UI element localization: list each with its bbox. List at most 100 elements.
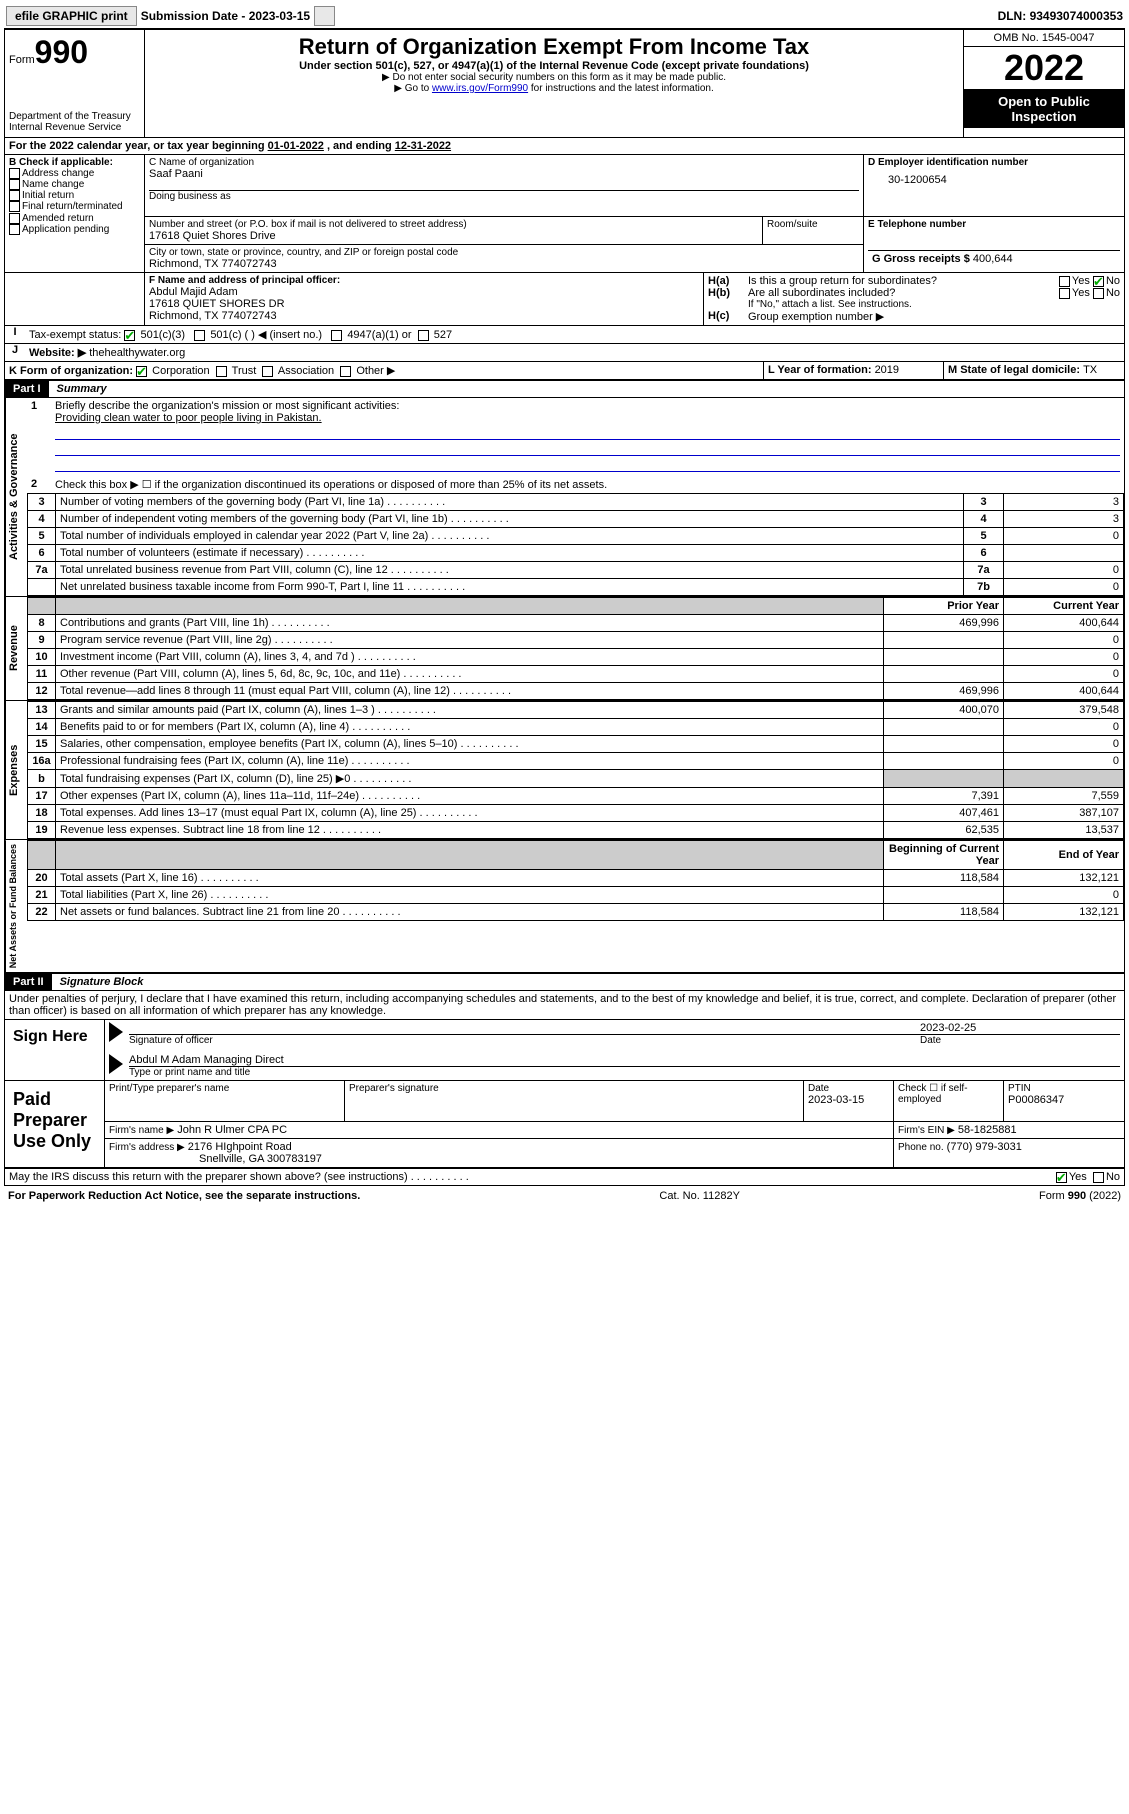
ptin: P00086347	[1008, 1094, 1120, 1106]
table-row: 13Grants and similar amounts paid (Part …	[28, 702, 1124, 719]
rev-table: Prior YearCurrent Year 8Contributions an…	[27, 597, 1124, 700]
street-address: 17618 Quiet Shores Drive	[149, 230, 758, 242]
table-row: 20Total assets (Part X, line 16)118,5841…	[28, 870, 1124, 887]
addr-label: Number and street (or P.O. box if mail i…	[149, 219, 758, 230]
part1-title: Summary	[49, 381, 115, 397]
ha-label: Is this a group return for subordinates?	[748, 275, 1059, 287]
chk-other[interactable]	[340, 366, 351, 377]
table-row: 15Salaries, other compensation, employee…	[28, 736, 1124, 753]
hb-yes[interactable]	[1059, 288, 1070, 299]
section-c-label: C Name of organization	[149, 157, 859, 168]
chk-address-change[interactable]: Address change	[9, 168, 140, 179]
exp-table: 13Grants and similar amounts paid (Part …	[27, 701, 1124, 839]
form-header: Form990 Department of the Treasury Inter…	[4, 29, 1125, 138]
gov-table: 3Number of voting members of the governi…	[27, 493, 1124, 596]
part2-header-row: Part II Signature Block	[4, 973, 1125, 991]
vlabel-netassets: Net Assets or Fund Balances	[5, 840, 27, 972]
type-name-label: Type or print name and title	[129, 1067, 1120, 1078]
note-goto: ▶ Go to www.irs.gov/Form990 for instruct…	[153, 83, 955, 94]
table-row: 3Number of voting members of the governi…	[28, 494, 1124, 511]
city-state-zip: Richmond, TX 774072743	[149, 258, 859, 270]
officer-printed: Abdul M Adam Managing Direct	[129, 1054, 1120, 1067]
section-d-label: D Employer identification number	[868, 157, 1120, 168]
sign-here: Sign Here	[5, 1020, 105, 1080]
prep-name-label: Print/Type preparer's name	[109, 1083, 340, 1094]
line-klm: K Form of organization: Corporation Trus…	[4, 362, 1125, 380]
chk-corp[interactable]	[136, 366, 147, 377]
room-label: Room/suite	[767, 219, 859, 230]
form-subtitle: Under section 501(c), 527, or 4947(a)(1)…	[153, 60, 955, 72]
city-label: City or town, state or province, country…	[149, 247, 859, 258]
table-row: 16aProfessional fundraising fees (Part I…	[28, 753, 1124, 770]
section-fh: F Name and address of principal officer:…	[4, 273, 1125, 326]
table-row: 12Total revenue—add lines 8 through 11 (…	[28, 683, 1124, 700]
open-public: Open to Public Inspection	[964, 90, 1124, 128]
may-irs-no[interactable]	[1093, 1172, 1104, 1183]
year-formation: L Year of formation: 2019	[764, 362, 944, 379]
prep-sig-label: Preparer's signature	[349, 1083, 799, 1094]
note-ssn: ▶ Do not enter social security numbers o…	[153, 72, 955, 83]
paid-preparer: Paid Preparer Use Only	[5, 1081, 105, 1167]
table-row: Net unrelated business taxable income fr…	[28, 579, 1124, 596]
prep-date-label: Date	[808, 1083, 889, 1094]
chk-initial-return[interactable]: Initial return	[9, 190, 140, 201]
table-row: 18Total expenses. Add lines 13–17 (must …	[28, 805, 1124, 822]
ha-yes[interactable]	[1059, 276, 1070, 287]
officer-addr1: 17618 QUIET SHORES DR	[149, 298, 699, 310]
footer-mid: Cat. No. 11282Y	[659, 1190, 740, 1202]
officer-addr2: Richmond, TX 774072743	[149, 310, 699, 322]
vlabel-expenses: Expenses	[5, 701, 27, 839]
submission-dropdown[interactable]	[314, 6, 335, 26]
table-row: 6Total number of volunteers (estimate if…	[28, 545, 1124, 562]
section-e-label: E Telephone number	[868, 219, 1120, 251]
part1-header-row: Part I Summary	[4, 380, 1125, 398]
firm-name: John R Ulmer CPA PC	[177, 1124, 287, 1136]
may-irs-yes[interactable]	[1056, 1172, 1067, 1183]
omb-number: OMB No. 1545-0047	[964, 30, 1124, 47]
table-row: 21Total liabilities (Part X, line 26)0	[28, 887, 1124, 904]
chk-4947[interactable]	[331, 330, 342, 341]
part2-header: Part II	[5, 974, 52, 990]
line-i: I Tax-exempt status: 501(c)(3) 501(c) ( …	[4, 326, 1125, 344]
firm-addr2: Snellville, GA 300783197	[109, 1153, 322, 1165]
chk-501c[interactable]	[194, 330, 205, 341]
part2-title: Signature Block	[52, 974, 152, 990]
footer-left: For Paperwork Reduction Act Notice, see …	[8, 1190, 360, 1202]
section-f-label: F Name and address of principal officer:	[149, 275, 699, 286]
chk-amended[interactable]: Amended return	[9, 213, 140, 224]
chk-final-return[interactable]: Final return/terminated	[9, 201, 140, 212]
irs-link[interactable]: www.irs.gov/Form990	[432, 83, 528, 94]
efile-print-button[interactable]: efile GRAPHIC print	[6, 6, 137, 26]
website: thehealthywater.org	[89, 347, 185, 359]
arrow-icon	[109, 1022, 123, 1042]
table-row: 7aTotal unrelated business revenue from …	[28, 562, 1124, 579]
section-b-label: B Check if applicable:	[9, 157, 140, 168]
hb-no[interactable]	[1093, 288, 1104, 299]
ha-no[interactable]	[1093, 276, 1104, 287]
vlabel-revenue: Revenue	[5, 597, 27, 700]
ptin-label: PTIN	[1008, 1083, 1120, 1094]
chk-501c3[interactable]	[124, 330, 135, 341]
arrow-icon	[109, 1054, 123, 1074]
table-row: 14Benefits paid to or for members (Part …	[28, 719, 1124, 736]
q1: Briefly describe the organization's miss…	[55, 400, 399, 412]
dba-label: Doing business as	[149, 190, 859, 202]
officer-name: Abdul Majid Adam	[149, 286, 699, 298]
table-row: 11Other revenue (Part VIII, column (A), …	[28, 666, 1124, 683]
table-row: bTotal fundraising expenses (Part IX, co…	[28, 770, 1124, 788]
footer: For Paperwork Reduction Act Notice, see …	[4, 1186, 1125, 1206]
firm-ein: 58-1825881	[958, 1124, 1017, 1136]
chk-assoc[interactable]	[262, 366, 273, 377]
irs: Internal Revenue Service	[9, 122, 140, 133]
hb-label: Are all subordinates included?	[748, 287, 1059, 299]
gross-receipts: G Gross receipts $ 400,644	[868, 251, 1120, 267]
mission: Providing clean water to poor people liv…	[55, 412, 322, 424]
chk-527[interactable]	[418, 330, 429, 341]
chk-name-change[interactable]: Name change	[9, 179, 140, 190]
chk-trust[interactable]	[216, 366, 227, 377]
may-irs-row: May the IRS discuss this return with the…	[4, 1169, 1125, 1186]
hc-label: Group exemption number ▶	[748, 310, 884, 323]
header-block-bcdefg: B Check if applicable: Address change Na…	[4, 155, 1125, 273]
table-row: 8Contributions and grants (Part VIII, li…	[28, 615, 1124, 632]
chk-app-pending[interactable]: Application pending	[9, 224, 140, 235]
